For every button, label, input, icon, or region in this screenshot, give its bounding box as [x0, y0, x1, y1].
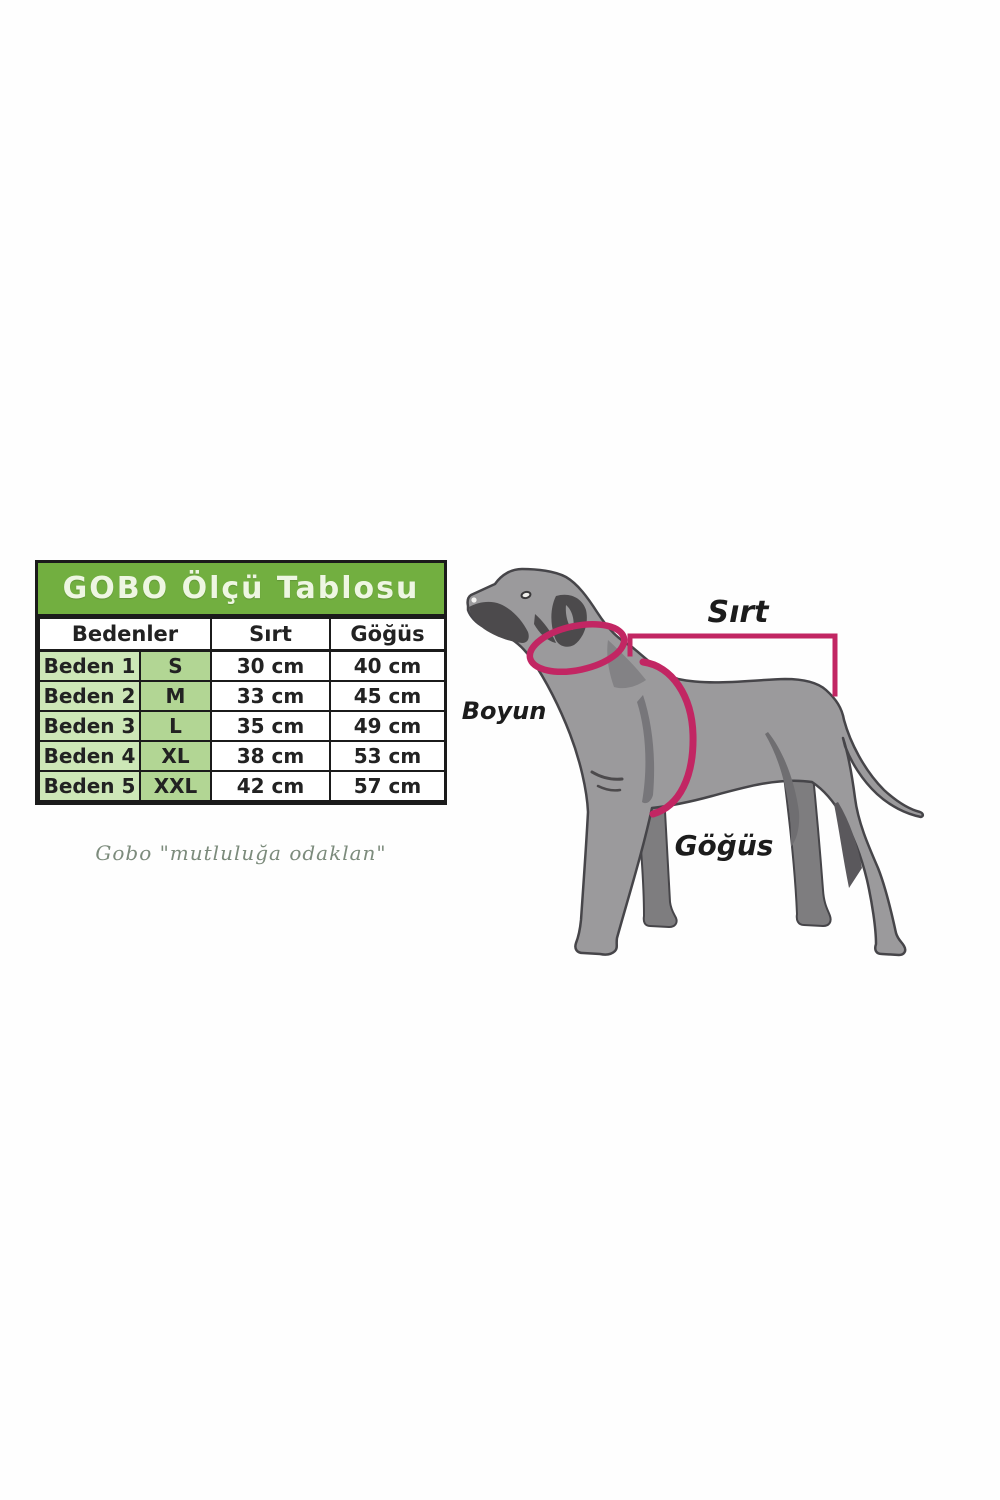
table-row: Beden 3 L 35 cm 49 cm	[38, 710, 446, 742]
table-cell-size-code: XL	[139, 740, 212, 772]
table-cell-size-name: Beden 5	[38, 770, 141, 802]
table-cell-size-name: Beden 1	[38, 649, 141, 682]
table-cell-back-value: 33 cm	[210, 680, 331, 712]
size-table-title: GOBO Ölçü Tablosu	[38, 563, 444, 617]
table-cell-back-value: 42 cm	[210, 770, 331, 802]
size-table: GOBO Ölçü Tablosu Bedenler Sırt Göğüs Be…	[35, 560, 447, 805]
table-cell-size-code: S	[139, 649, 212, 682]
neck-measure-ring	[526, 621, 628, 675]
back-label: Sırt	[707, 595, 770, 630]
size-table-header-row: Bedenler Sırt Göğüs	[38, 617, 446, 652]
dog-nostril	[471, 597, 477, 603]
table-cell-size-code: XXL	[139, 770, 212, 802]
dog-chest-shading	[637, 695, 655, 804]
neck-label: Boyun	[462, 697, 547, 725]
chest-measure-ring	[639, 658, 697, 818]
table-cell-chest-value: 49 cm	[329, 710, 446, 742]
dog-eye	[520, 590, 532, 600]
table-cell-back-value: 35 cm	[210, 710, 331, 742]
table-row: Beden 4 XL 38 cm 53 cm	[38, 740, 446, 772]
table-cell-chest-value: 53 cm	[329, 740, 446, 772]
table-row: Beden 5 XXL 42 cm 57 cm	[38, 770, 446, 802]
table-cell-back-value: 30 cm	[210, 649, 331, 682]
table-cell-size-code: L	[139, 710, 212, 742]
table-cell-size-name: Beden 4	[38, 740, 141, 772]
brand-tagline: Gobo "mutluluğa odaklan"	[95, 841, 387, 865]
dog-body	[466, 567, 925, 957]
table-cell-back-value: 38 cm	[210, 740, 331, 772]
table-cell-chest-value: 40 cm	[329, 649, 446, 682]
table-row: Beden 1 S 30 cm 40 cm	[38, 649, 446, 682]
table-cell-size-name: Beden 3	[38, 710, 141, 742]
table-cell-size-name: Beden 2	[38, 680, 141, 712]
size-table-grid: Bedenler Sırt Göğüs Beden 1 S 30 cm 40 c…	[38, 617, 446, 802]
dog-size-diagram: Sırt Boyun Göğüs	[462, 567, 925, 957]
table-cell-chest-value: 57 cm	[329, 770, 446, 802]
column-header-chest: Göğüs	[329, 617, 446, 652]
back-measure-bracket	[627, 633, 838, 697]
dog-flank-shading	[765, 732, 800, 847]
chest-label: Göğüs	[675, 829, 774, 862]
column-header-sizes: Bedenler	[38, 617, 212, 652]
table-cell-chest-value: 45 cm	[329, 680, 446, 712]
dog-elbow-stroke	[590, 770, 624, 781]
dog-inner-thigh-shading	[834, 802, 862, 888]
table-cell-size-code: M	[139, 680, 212, 712]
dog-muzzle-patch	[469, 601, 529, 643]
column-header-back: Sırt	[210, 617, 331, 652]
dog-elbow-stroke	[596, 784, 622, 792]
table-row: Beden 2 M 33 cm 45 cm	[38, 680, 446, 712]
